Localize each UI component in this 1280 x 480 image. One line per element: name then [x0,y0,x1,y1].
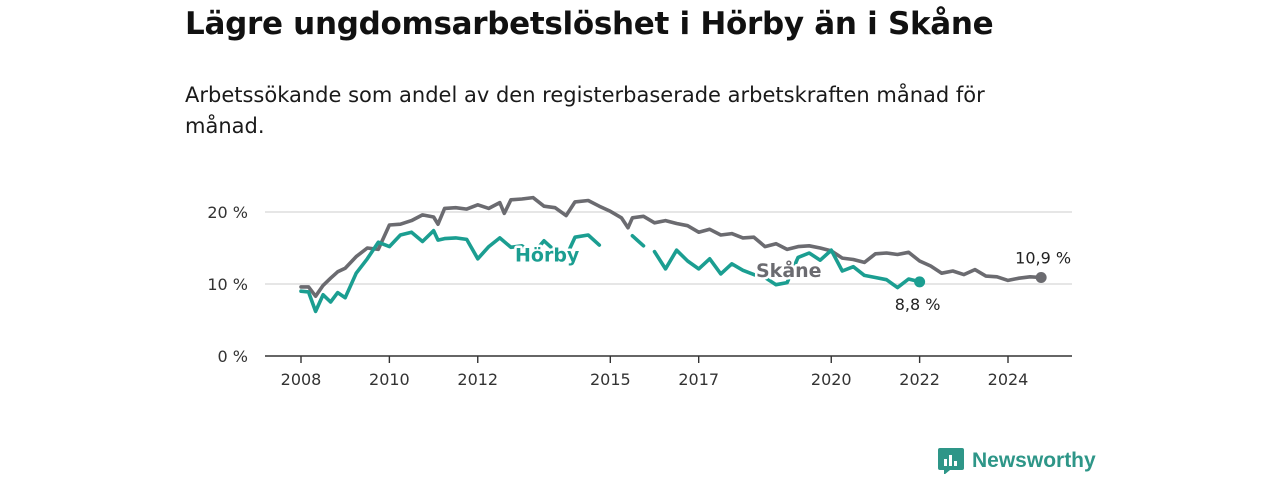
x-tick-label: 2020 [811,370,852,389]
x-tick-label: 2008 [281,370,322,389]
y-tick-label: 20 % [207,203,248,222]
skane-end-value-label: 10,9 % [1015,249,1071,268]
x-tick-label: 2015 [590,370,631,389]
newsworthy-logo-icon [938,448,964,474]
horby-line [299,228,602,314]
horby-end-marker [914,276,926,288]
x-tick-label: 2017 [678,370,719,389]
series-labels: 10,9 % 8,8 % Hörby Skåne [513,242,1072,314]
newsworthy-brand[interactable]: Newsworthy [938,448,1096,474]
horby-end-value-label: 8,8 % [895,295,941,314]
y-tick-label: 10 % [207,275,248,294]
x-axis: 2008 2010 2012 2015 2017 2020 2022 2024 [265,355,1072,389]
x-tick-label: 2022 [899,370,940,389]
x-tick-label: 2024 [988,370,1029,389]
skane-line [299,195,1043,298]
skane-end-marker [1035,272,1047,284]
gridlines [265,211,1072,285]
brand-name: Newsworthy [972,449,1096,472]
horby-line [630,234,646,248]
series-lines [299,195,1047,314]
chart-title: Lägre ungdomsarbetslöshet i Hörby än i S… [185,6,994,42]
x-tick-label: 2012 [457,370,498,389]
x-tick-label: 2010 [369,370,410,389]
y-tick-label: 0 % [218,347,248,366]
horby-series-label: Hörby [515,245,580,267]
chart-subtitle: Arbetssökande som andel av den registerb… [185,83,985,138]
horby-line [652,248,922,290]
skane-series-label: Skåne [756,258,822,282]
y-axis-ticks: 0 % 10 % 20 % [207,203,248,366]
